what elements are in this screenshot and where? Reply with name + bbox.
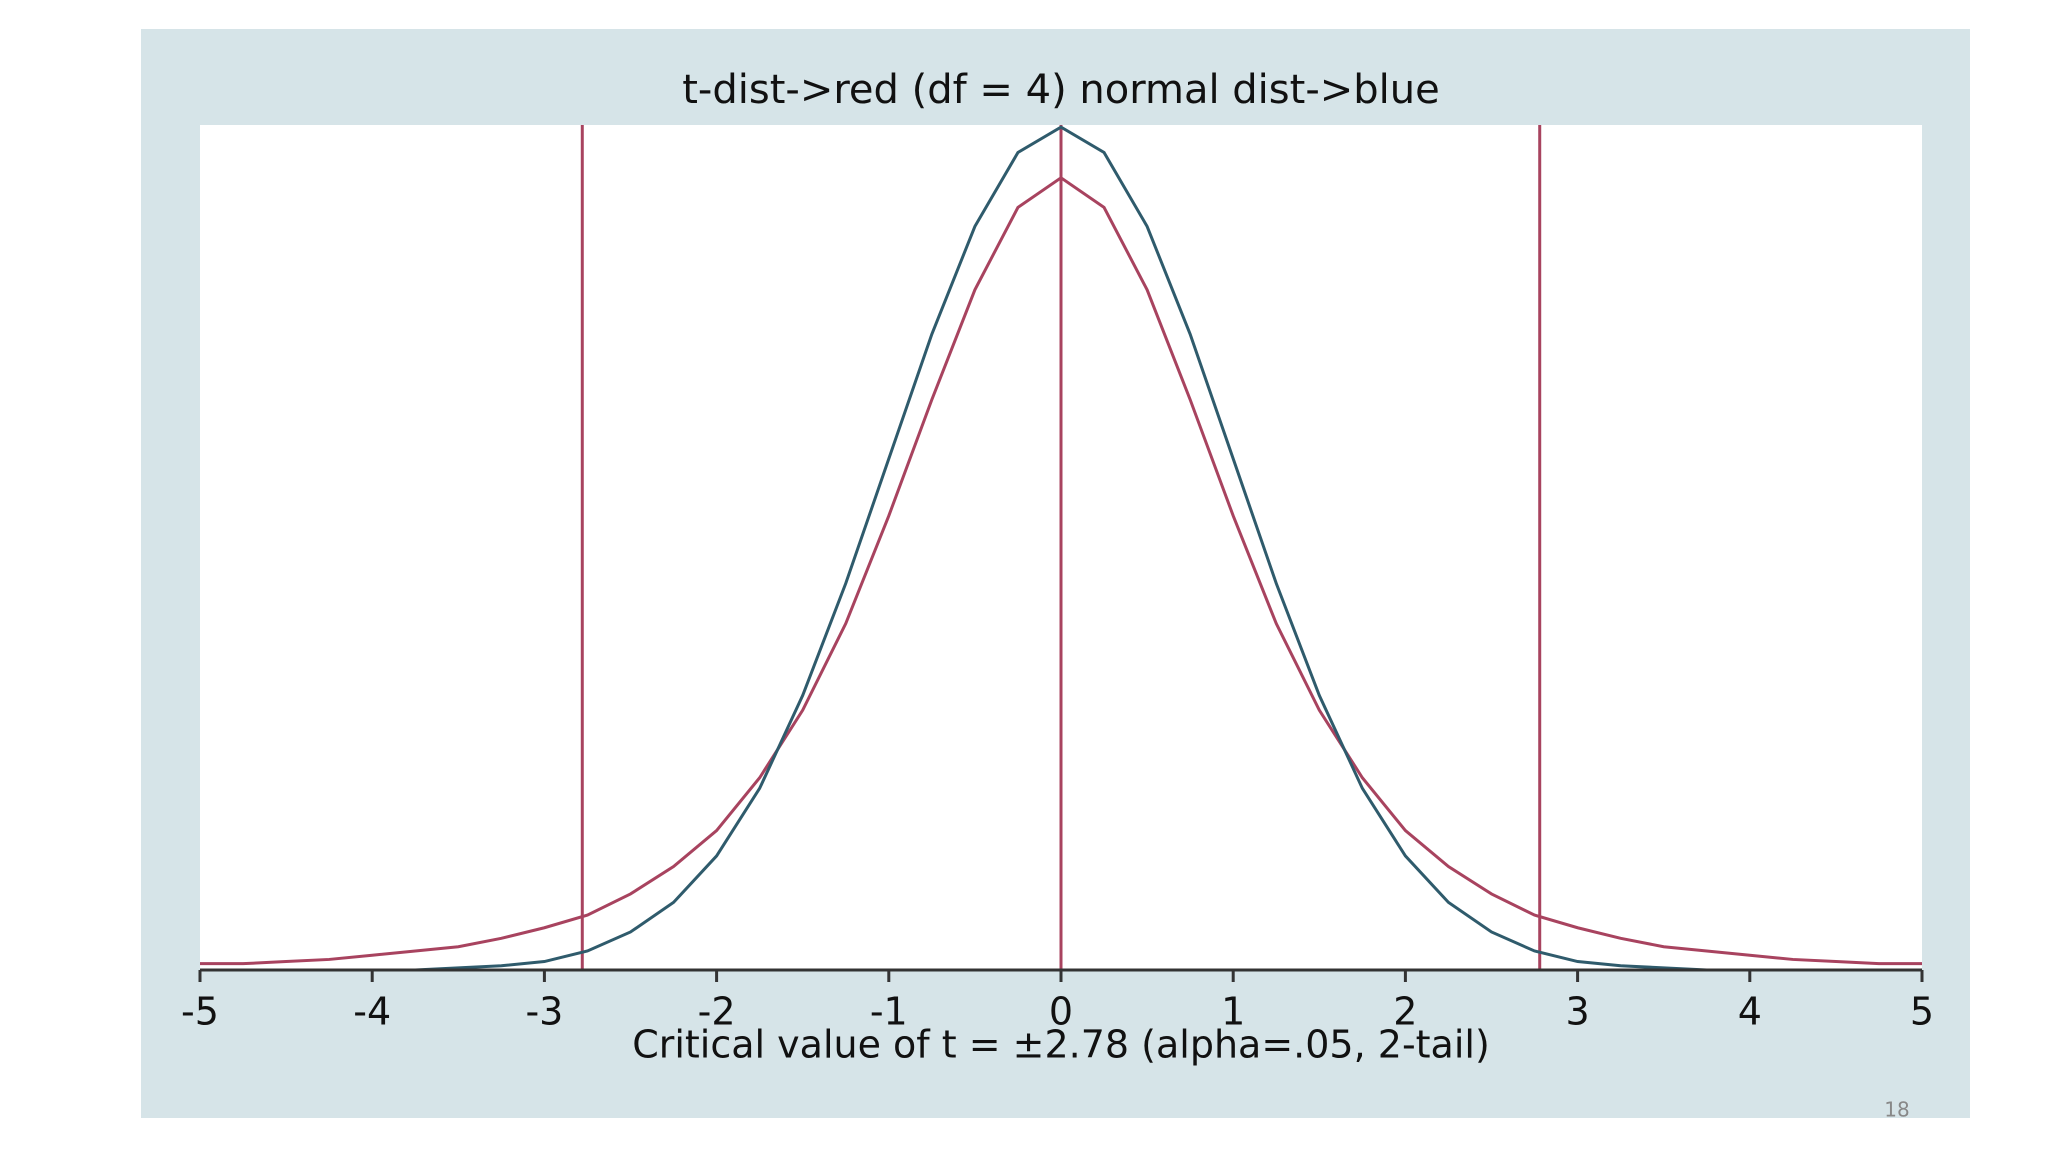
x-tick-label: -3: [525, 990, 563, 1034]
x-tick-label: -2: [698, 990, 736, 1034]
chart-title: t-dist->red (df = 4) normal dist->blue: [682, 67, 1439, 113]
series-line: [200, 175, 1922, 966]
x-tick-label: 4: [1738, 990, 1762, 1034]
x-tick-label: 0: [1049, 990, 1073, 1034]
x-tick-label: -4: [353, 990, 391, 1034]
x-tick-label: 3: [1566, 990, 1590, 1034]
x-tick-label: 5: [1910, 990, 1934, 1034]
page-number: 18: [1884, 1098, 1909, 1122]
series-line: [200, 125, 1922, 972]
x-tick-label: -5: [181, 990, 219, 1034]
x-tick-label: 2: [1393, 990, 1417, 1034]
x-tick-label: 1: [1221, 990, 1245, 1034]
x-axis-label: Critical value of t = ±2.78 (alpha=.05, …: [632, 1023, 1490, 1067]
x-tick-label: -1: [870, 990, 908, 1034]
